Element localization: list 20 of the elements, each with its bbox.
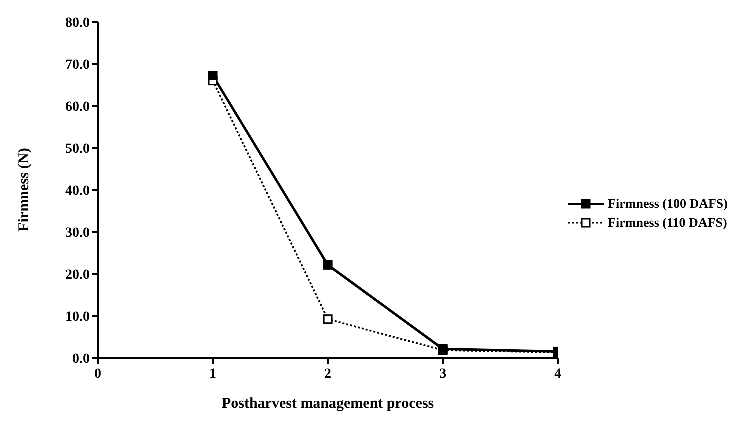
- legend-label: Firmness (110 DAFS): [608, 214, 728, 230]
- y-axis-title: Firmness (N): [16, 148, 32, 232]
- y-tick-label: 0.0: [72, 352, 90, 367]
- x-axis-title: Postharvest management process: [222, 396, 434, 412]
- y-tick-label: 10.0: [66, 310, 90, 325]
- x-tick-label: 1: [210, 367, 217, 382]
- y-tick-label: 30.0: [66, 226, 90, 241]
- y-tick-label: 80.0: [66, 16, 90, 31]
- x-tick-label: 0: [94, 367, 102, 382]
- y-tick-label: 50.0: [66, 142, 90, 157]
- legend-entry: Firmness (100 DAFS): [568, 196, 728, 212]
- x-tick-label: 4: [554, 367, 562, 382]
- y-tick-label: 70.0: [66, 58, 90, 73]
- y-tick-label: 40.0: [66, 184, 90, 199]
- legend-entry: Firmness (110 DAFS): [568, 214, 728, 230]
- legend-label: Firmness (100 DAFS): [608, 196, 728, 212]
- x-tick-label: 3: [440, 367, 447, 382]
- y-tick-label: 60.0: [66, 100, 90, 115]
- y-tick-label: 20.0: [66, 268, 90, 283]
- x-tick-label: 2: [324, 367, 332, 382]
